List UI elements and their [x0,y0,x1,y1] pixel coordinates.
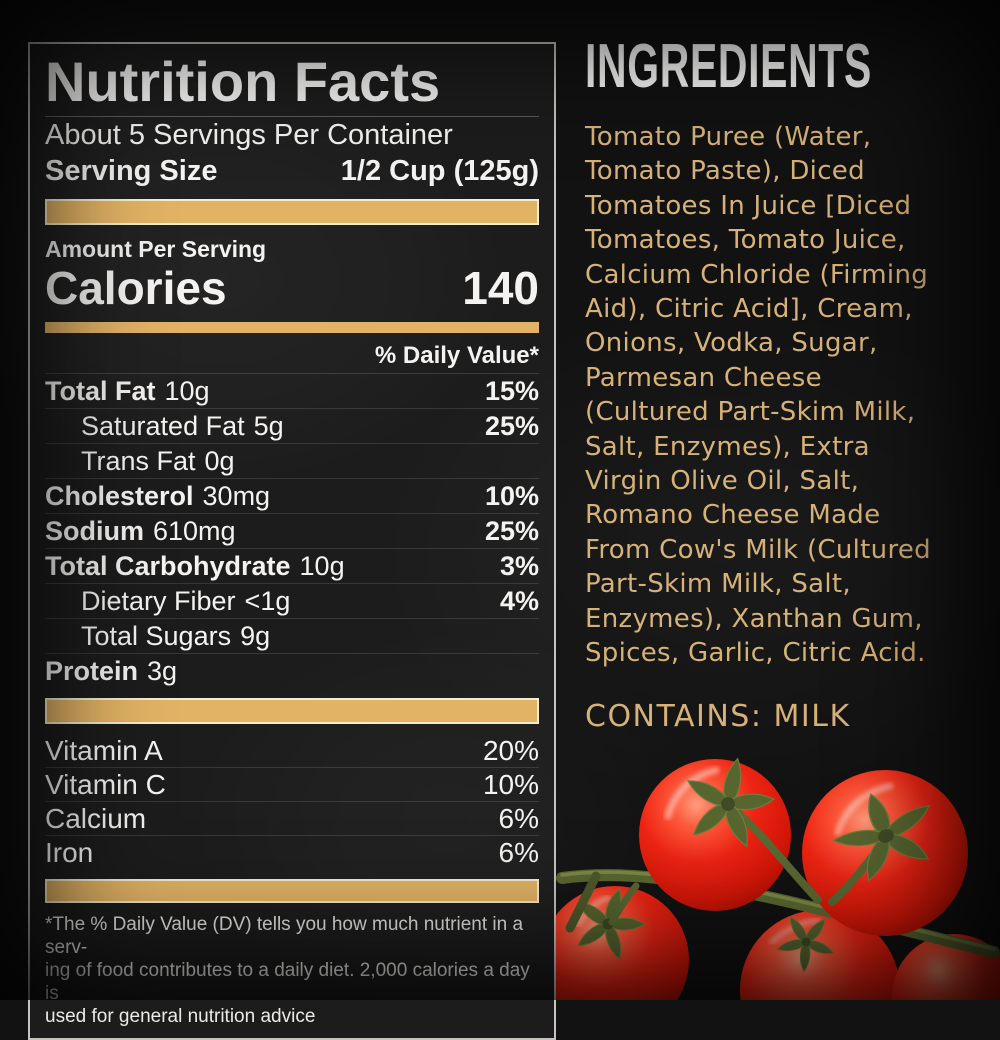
vitamin-dv: 20% [482,735,539,766]
nutrient-dv: 25% [484,516,539,546]
nutrient-name: Protein [45,656,139,686]
nutrient-amount: 10g [299,551,345,581]
nutrient-amount: <1g [244,586,291,616]
vitamin-row-calcium: Calcium 6% [45,802,539,836]
nutrient-name: Sodium [45,516,144,546]
gold-divider-bar [45,199,539,225]
calories-row: Calories 140 [45,263,539,313]
gold-divider-bar [45,879,539,903]
servings-per-container: About 5 Servings Per Container [45,119,453,151]
nutrient-dv: 4% [499,586,539,616]
nutrient-row-total-sugars: Total Sugars 9g [45,619,539,654]
ingredients-heading: INGREDIENTS [585,32,872,101]
nutrient-name: Trans Fat [81,446,196,476]
nutrient-name: Saturated Fat [81,411,245,441]
tomatoes-photo [556,748,1000,1000]
calories-label: Calories [45,262,227,314]
nutrient-dv: 25% [484,411,539,441]
daily-value-footnote: *The % Daily Value (DV) tells you how mu… [45,914,530,1027]
nutrient-amount: 30mg [202,481,271,511]
nutrient-dv: 15% [484,376,539,406]
amount-per-serving-label: Amount Per Serving [45,236,267,262]
vitamin-row-vitamin-a: Vitamin A 20% [45,734,539,768]
vitamin-name: Iron [45,837,94,868]
ingredients-section: INGREDIENTS Tomato Puree (Water, Tomato … [585,36,993,734]
ingredients-list: Tomato Puree (Water, Tomato Paste), Dice… [585,122,931,669]
serving-size-value: 1/2 Cup (125g) [340,155,539,187]
vitamin-name: Vitamin A [45,735,163,766]
contains-statement: CONTAINS: MILK [585,698,851,734]
nutrient-row-protein: Protein 3g [45,654,539,688]
nutrient-row-dietary-fiber: Dietary Fiber <1g 4% [45,584,539,619]
daily-value-header: % Daily Value* [45,341,539,374]
nutrient-amount: 0g [204,446,235,476]
nutrient-dv: 3% [499,551,539,581]
nutrient-row-trans-fat: Trans Fat 0g [45,444,539,479]
nutrient-amount: 10g [164,376,210,406]
vitamin-name: Calcium [45,803,147,834]
serving-size-label: Serving Size [45,155,218,187]
vitamin-dv: 6% [498,837,539,868]
nutrition-facts-panel: Nutrition Facts About 5 Servings Per Con… [28,42,556,1040]
vitamin-dv: 10% [482,769,539,800]
nutrient-amount: 9g [240,621,271,651]
nutrient-amount: 610mg [153,516,236,546]
gold-divider-bar [45,698,539,724]
nutrient-row-total-carbohydrate: Total Carbohydrate 10g 3% [45,549,539,584]
nutrient-row-total-fat: Total Fat 10g 15% [45,374,539,409]
nutrient-row-sodium: Sodium 610mg 25% [45,514,539,549]
vitamin-row-iron: Iron 6% [45,836,539,869]
nutrient-row-cholesterol: Cholesterol 30mg 10% [45,479,539,514]
vitamin-dv: 6% [498,803,539,834]
calories-value: 140 [462,262,539,314]
nutrient-amount: 5g [253,411,284,441]
gold-divider-bar [45,322,539,333]
nutrient-name: Total Fat [45,376,156,406]
vitamin-row-vitamin-c: Vitamin C 10% [45,768,539,802]
nutrient-amount: 3g [147,656,178,686]
serving-size-row: Serving Size 1/2 Cup (125g) [45,153,539,189]
nutrient-name: Total Sugars [81,621,232,651]
nutrient-name: Total Carbohydrate [45,551,291,581]
nutrient-name: Cholesterol [45,481,194,511]
nutrient-row-saturated-fat: Saturated Fat 5g 25% [45,409,539,444]
nutrition-facts-title: Nutrition Facts [45,52,539,117]
nutrient-dv: 10% [484,481,539,511]
vitamin-name: Vitamin C [45,769,166,800]
nutrient-name: Dietary Fiber [81,586,236,616]
